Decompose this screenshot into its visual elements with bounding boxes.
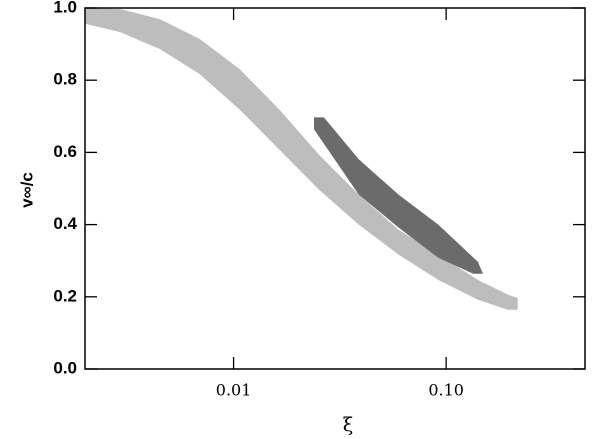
y-tick-label: 1.0 xyxy=(53,0,77,16)
x-tick-label: 0.10 xyxy=(428,381,464,400)
y-tick-label: 0.0 xyxy=(53,358,77,377)
x-axis-label: ξ xyxy=(343,414,353,436)
y-axis-label: v∞/c xyxy=(17,172,36,208)
region xyxy=(85,8,518,310)
y-tick-label: 0.6 xyxy=(53,142,77,161)
y-tick-label: 0.8 xyxy=(53,70,77,89)
y-tick-label: 0.4 xyxy=(53,214,77,233)
region xyxy=(314,117,483,274)
plot-frame xyxy=(84,7,586,370)
y-tick-label: 0.2 xyxy=(53,286,77,305)
x-tick-label: 0.01 xyxy=(216,381,252,400)
